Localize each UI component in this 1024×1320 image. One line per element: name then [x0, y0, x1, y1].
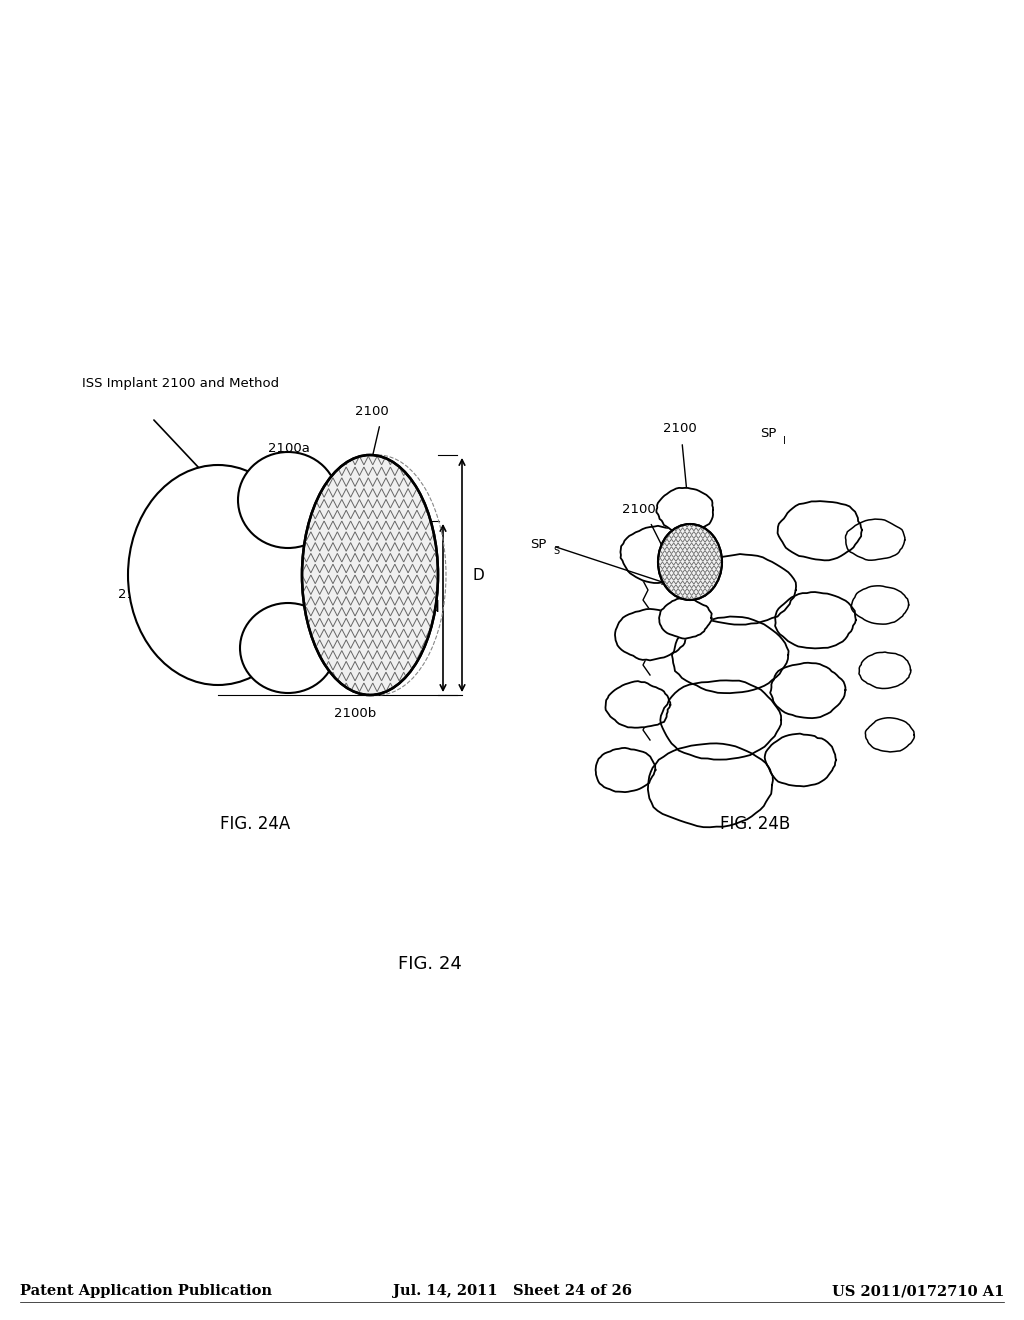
Polygon shape — [859, 652, 910, 689]
Text: Jul. 14, 2011   Sheet 24 of 26: Jul. 14, 2011 Sheet 24 of 26 — [392, 1284, 632, 1299]
Polygon shape — [765, 734, 836, 787]
Polygon shape — [656, 488, 713, 533]
Ellipse shape — [658, 524, 722, 601]
Text: d: d — [429, 601, 439, 615]
Polygon shape — [648, 743, 773, 828]
Polygon shape — [851, 586, 908, 624]
Text: 2100a: 2100a — [268, 442, 310, 455]
Text: I: I — [783, 436, 785, 446]
Polygon shape — [846, 519, 905, 560]
Text: 2100b: 2100b — [334, 708, 376, 719]
Text: FIG. 24: FIG. 24 — [398, 954, 462, 973]
Polygon shape — [865, 718, 914, 752]
Text: ISS Implant 2100 and Method: ISS Implant 2100 and Method — [82, 378, 280, 389]
Ellipse shape — [240, 603, 336, 693]
Polygon shape — [672, 616, 788, 693]
Text: Patent Application Publication: Patent Application Publication — [20, 1284, 272, 1299]
Text: FIG. 24A: FIG. 24A — [220, 814, 290, 833]
Text: 2100: 2100 — [355, 405, 389, 418]
Text: US 2011/0172710 A1: US 2011/0172710 A1 — [831, 1284, 1004, 1299]
Polygon shape — [659, 597, 712, 639]
Text: 2100: 2100 — [664, 422, 697, 436]
Text: D: D — [472, 568, 483, 582]
Polygon shape — [615, 609, 686, 660]
Text: 2100b: 2100b — [622, 503, 665, 516]
Text: S: S — [553, 546, 559, 556]
Text: SP: SP — [760, 426, 776, 440]
Polygon shape — [777, 502, 862, 561]
Polygon shape — [596, 748, 655, 792]
Polygon shape — [605, 681, 671, 727]
Polygon shape — [660, 680, 781, 759]
Ellipse shape — [128, 465, 308, 685]
Text: FIG. 24B: FIG. 24B — [720, 814, 791, 833]
Polygon shape — [686, 554, 796, 624]
Polygon shape — [621, 525, 695, 583]
Polygon shape — [775, 593, 856, 648]
Polygon shape — [770, 663, 846, 718]
Polygon shape — [215, 537, 295, 612]
Text: 2100b: 2100b — [118, 589, 160, 602]
Text: SP: SP — [530, 539, 547, 552]
Ellipse shape — [302, 455, 438, 696]
Ellipse shape — [238, 451, 338, 548]
